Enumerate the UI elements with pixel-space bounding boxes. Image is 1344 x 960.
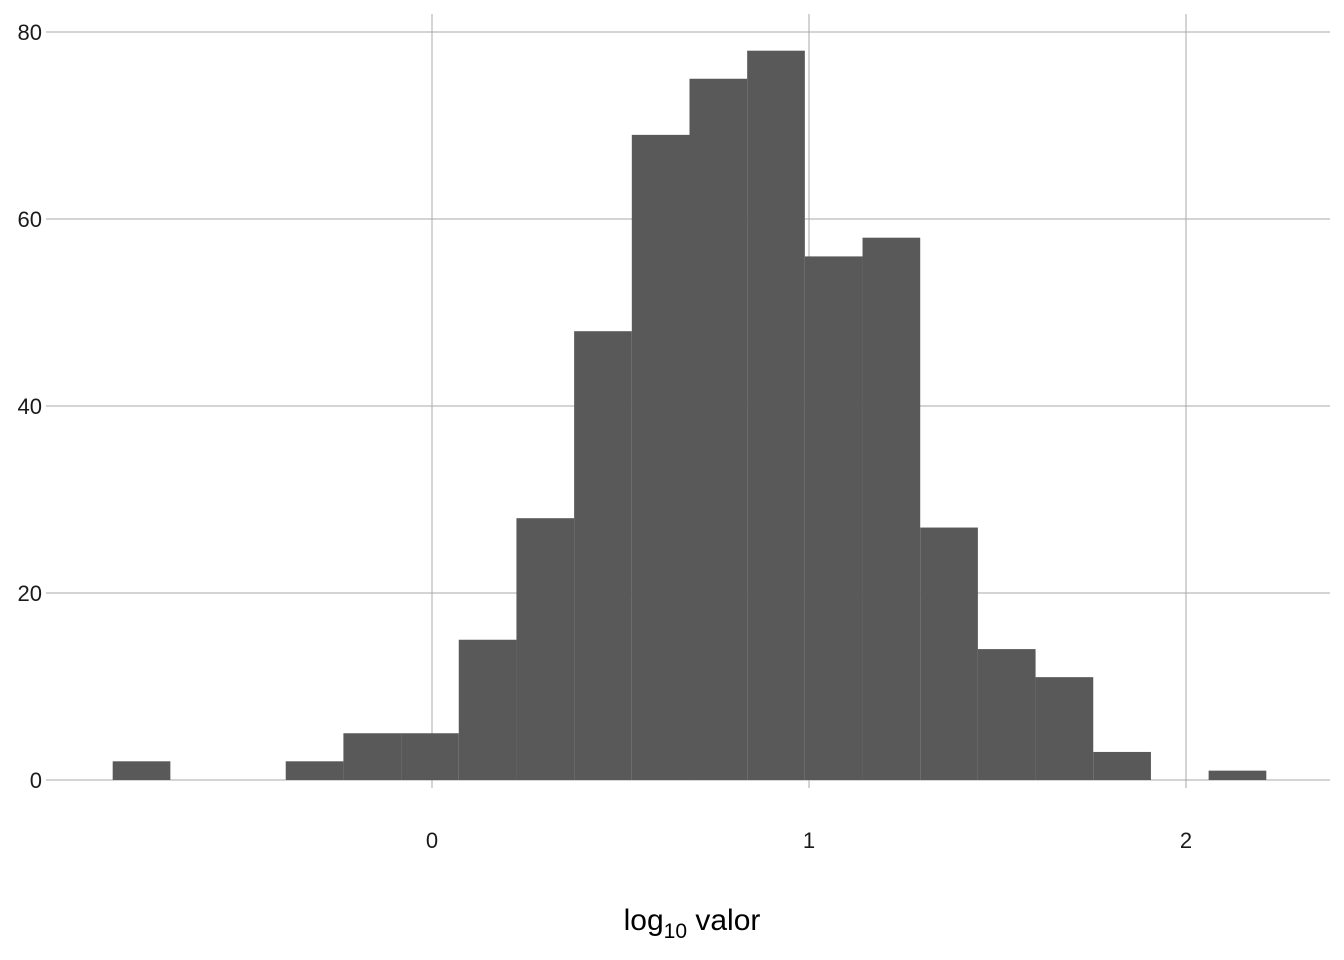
histogram-bar (458, 639, 517, 780)
x-axis-title: log10 valor (624, 904, 761, 943)
histogram-bar (285, 761, 344, 780)
histogram-bar (343, 733, 402, 780)
x-tick-label: 2 (1180, 828, 1192, 853)
x-axis-title-subscript: 10 (664, 920, 687, 943)
y-tick-label: 80 (18, 20, 42, 45)
histogram-bar (516, 518, 575, 780)
histogram-bar (401, 733, 459, 780)
histogram-bar (1208, 770, 1267, 780)
histogram-bars (112, 50, 1267, 781)
histogram-bar (112, 761, 171, 780)
x-tick-label: 0 (426, 828, 438, 853)
x-axis-title-base: log (624, 904, 664, 937)
histogram-bar (977, 649, 1036, 780)
histogram-bar (920, 527, 978, 780)
x-axis-title-rest: valor (687, 904, 760, 937)
histogram-bar (804, 256, 863, 780)
y-tick-label: 40 (18, 394, 42, 419)
y-tick-label: 0 (30, 768, 42, 793)
histogram-bar (862, 237, 921, 780)
histogram-bar (747, 50, 805, 780)
y-tick-label: 60 (18, 207, 42, 232)
x-tick-label: 1 (803, 828, 815, 853)
histogram-bar (631, 134, 690, 781)
x-axis-ticks: 0 1 2 (426, 780, 1192, 853)
histogram-bar (574, 331, 632, 780)
y-tick-label: 20 (18, 581, 42, 606)
histogram-bar (1093, 751, 1151, 780)
y-axis-ticks: 0 20 40 60 80 (18, 20, 54, 793)
histogram-bar (1035, 677, 1094, 780)
histogram-bar (689, 78, 748, 780)
